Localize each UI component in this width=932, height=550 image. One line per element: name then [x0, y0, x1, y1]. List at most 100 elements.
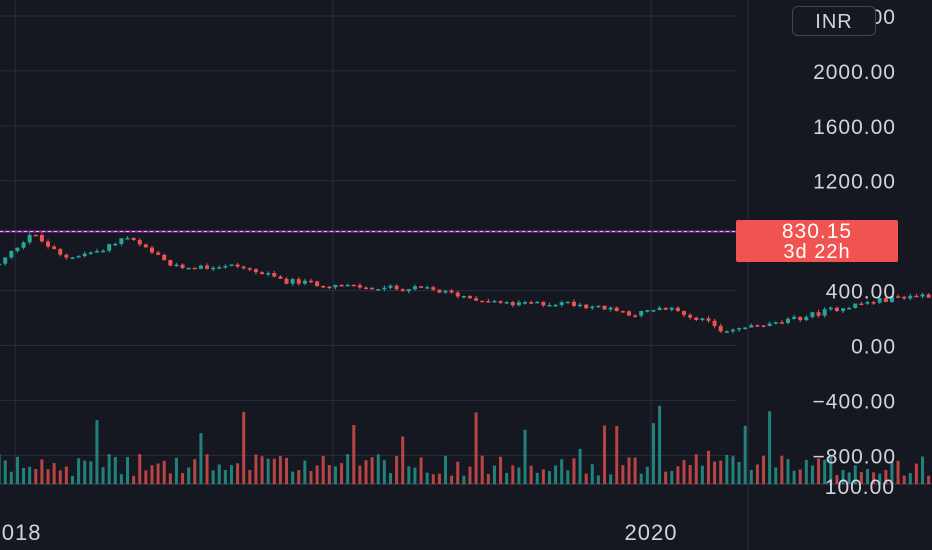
volume-bar [792, 470, 796, 484]
volume-bar [370, 457, 374, 484]
candle-body [626, 311, 631, 316]
candle-body [33, 234, 38, 237]
candle-body [706, 318, 711, 321]
candle-body [88, 252, 93, 254]
volume-bar [22, 467, 26, 484]
volume-bar [444, 455, 448, 484]
candle-body [107, 244, 112, 251]
candle-body [834, 307, 839, 312]
volume-bar [248, 470, 252, 484]
candle-body [143, 244, 148, 248]
volume-bar [272, 458, 276, 484]
candle-body [914, 295, 919, 298]
candle-body [651, 310, 656, 312]
candle-body [608, 307, 613, 310]
candle-body [498, 300, 503, 303]
currency-button[interactable]: INR [792, 6, 876, 36]
volume-bar [174, 457, 178, 484]
candle-body [571, 301, 576, 306]
volume-bar [211, 470, 215, 484]
candle-body [700, 318, 705, 320]
volume-bar [340, 463, 344, 484]
volume-bar [46, 469, 50, 484]
candle-body [339, 284, 344, 287]
candle-body [425, 287, 430, 289]
volume-bar [902, 475, 906, 484]
time-axis: 201820202022 [0, 520, 676, 545]
candle-body [724, 331, 729, 333]
candle-body [718, 325, 723, 332]
volume-bar [382, 460, 386, 484]
candle-body [174, 264, 179, 267]
candle-body [529, 302, 534, 304]
volume-bar [77, 458, 81, 484]
volume-bar [181, 473, 185, 484]
candle-body [523, 302, 528, 304]
volume-bar [609, 474, 613, 484]
volume-bar [908, 473, 912, 484]
volume-bar [658, 405, 662, 484]
volume-bar [315, 465, 319, 484]
volume-bar [786, 459, 790, 484]
volume-bar [229, 465, 233, 484]
volume-bar [58, 470, 62, 484]
volume-bar [835, 475, 839, 484]
candle-body [198, 265, 203, 269]
candle-body [883, 298, 888, 303]
volume-bar [486, 473, 490, 484]
volume-bar [547, 471, 551, 484]
candle-body [816, 312, 821, 316]
volume-bar [633, 457, 637, 484]
candle-body [504, 302, 509, 304]
volume-bar [462, 475, 466, 484]
candle-body [272, 273, 277, 277]
candle-body [822, 309, 827, 316]
volume-bar [584, 473, 588, 484]
candle-body [290, 279, 295, 284]
volume-bar [890, 461, 894, 484]
candle-body [657, 307, 662, 311]
volume-bar [872, 472, 876, 484]
candle-body [308, 280, 313, 283]
volume-bar [52, 463, 56, 484]
candle-body [76, 256, 81, 258]
candle-body [186, 267, 191, 270]
volume-scale-label: 100.00 [825, 476, 895, 499]
volume-bar [327, 465, 331, 484]
volume-bar [64, 466, 68, 484]
volume-bar [731, 456, 735, 484]
volume-bar [358, 465, 362, 484]
volume-bar [706, 450, 710, 484]
volume-bar [603, 425, 607, 484]
volume-bar [419, 457, 423, 484]
candle-body [773, 322, 778, 324]
volume-bar [388, 473, 392, 484]
volume-bar [566, 470, 570, 484]
candle-body [39, 234, 44, 242]
volume-bar [95, 420, 99, 484]
candle-body [669, 307, 674, 310]
volume-bar [578, 448, 582, 484]
candle-body [296, 279, 301, 284]
candle-body [15, 247, 20, 252]
volume-bar [352, 424, 356, 484]
volume-bar [9, 471, 13, 484]
candle-body [620, 311, 625, 313]
candle-body [908, 295, 913, 299]
candle-body [180, 264, 185, 269]
candle-body [828, 307, 833, 310]
volume-bar [505, 472, 509, 484]
volume-bar [865, 469, 869, 484]
volume-bar [156, 463, 160, 484]
candle-body [382, 287, 387, 290]
volume-bar [743, 425, 747, 484]
volume-bar [896, 460, 900, 484]
volume-bar [749, 470, 753, 484]
volume-bar [407, 466, 411, 484]
volume-bar [737, 461, 741, 484]
volume-bar [107, 454, 111, 484]
candle-body [357, 285, 362, 288]
candle-body [394, 285, 399, 290]
candle-body [58, 249, 63, 255]
